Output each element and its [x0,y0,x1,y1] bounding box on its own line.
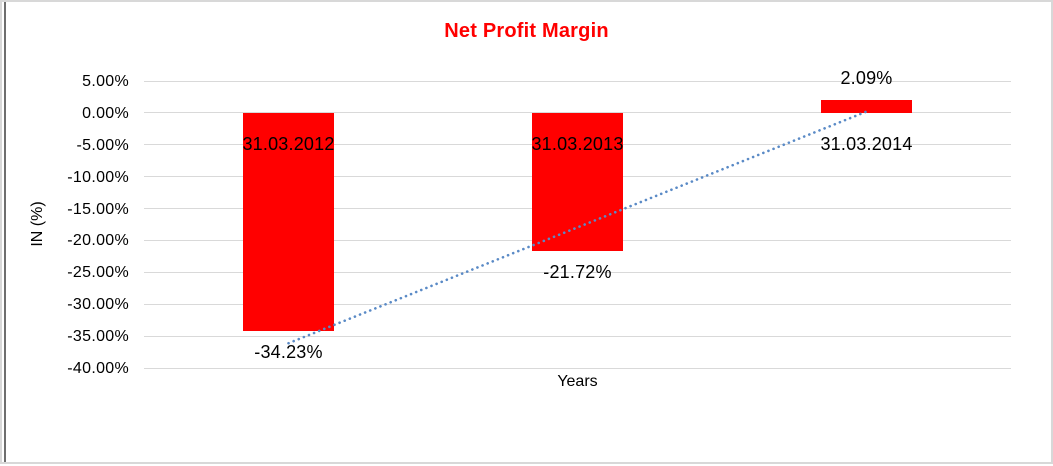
y-tick-label: -40.00% [67,360,129,377]
y-tick-label: -10.00% [67,168,129,186]
category-label: 31.03.2012 [242,133,335,154]
value-label: -21.72% [543,262,612,283]
value-label: 2.09% [840,67,893,88]
chart-title: Net Profit Margin [444,20,609,42]
y-tick-label: -5.00% [76,136,129,154]
y-tick-label: -15.00% [67,200,129,218]
value-label: -34.23% [254,342,323,363]
gridline [144,367,1011,369]
y-tick-label: -20.00% [67,232,129,250]
window-border-left [4,2,6,462]
y-tick-label: -30.00% [67,296,129,314]
bar [821,99,912,113]
category-label: 31.03.2014 [820,133,913,154]
y-tick-label: 0.00% [82,104,129,122]
x-axis-title: Years [557,373,598,390]
gridline [144,80,1011,82]
gridline [144,335,1011,337]
y-tick-label: -35.00% [67,328,129,346]
category-label: 31.03.2013 [531,133,624,154]
y-tick-label: -25.00% [67,264,129,282]
y-tick-label: 5.00% [82,73,129,90]
